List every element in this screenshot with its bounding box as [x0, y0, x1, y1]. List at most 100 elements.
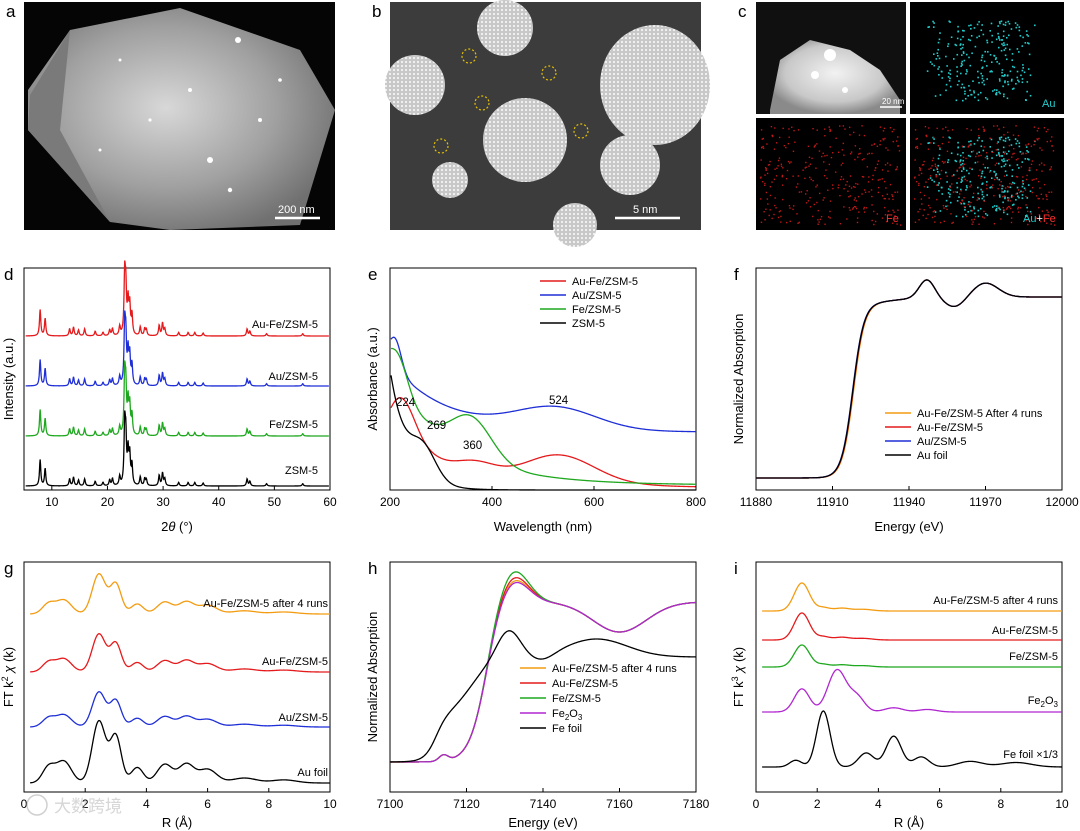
fe-pixel [1003, 209, 1005, 211]
au-pixel [1017, 195, 1019, 198]
fe-pixel [1045, 194, 1047, 196]
au-pixel [972, 196, 974, 199]
au-pixel [1002, 23, 1005, 26]
label-i-fe: Fe/ZSM-5 [1009, 651, 1058, 663]
fe-pixel [818, 221, 820, 223]
fe-pixel [842, 142, 845, 145]
au-pixel [1016, 48, 1019, 50]
au-pixel [945, 205, 947, 208]
au-pixel [952, 58, 955, 60]
au-pixel [1006, 74, 1009, 77]
fe-pixel [816, 184, 818, 186]
au-pixel [956, 200, 959, 202]
au-pixel [957, 146, 959, 149]
au-pixel [1004, 21, 1007, 24]
fe-pixel [788, 162, 791, 164]
au-pixel [957, 30, 959, 33]
au-pixel [970, 93, 972, 96]
uvvis-Au/ZSM-5 [390, 336, 696, 433]
label-g-after: Au-Fe/ZSM-5 after 4 runs [203, 598, 328, 610]
legend-part: O [569, 708, 578, 720]
au-pixel [965, 169, 968, 172]
fe-pixel [775, 142, 778, 144]
fe-pixel [971, 219, 973, 221]
au-pixel [998, 62, 1001, 65]
au-pixel [1004, 170, 1007, 173]
legend-e: Au-Fe/ZSM-5 Au/ZSM-5 Fe/ZSM-5 ZSM-5 [540, 276, 638, 330]
au-pixel [993, 205, 996, 207]
au-pixel [1021, 194, 1024, 196]
fe-pixel [896, 166, 899, 168]
fe-pixel [1025, 195, 1027, 198]
fe-pixel [1031, 160, 1034, 162]
au-pixel [1024, 42, 1027, 44]
fe-pixel [762, 137, 764, 140]
fe-pixel [861, 175, 864, 178]
fe-pixel [815, 186, 817, 188]
fe-pixel [972, 150, 975, 152]
au-pixel [1021, 161, 1024, 163]
au-pixel [955, 99, 958, 102]
au-pixel [946, 181, 948, 183]
au-pixel [937, 164, 940, 167]
au-pixel [1007, 80, 1009, 83]
au-pixel [982, 149, 985, 152]
fe-pixel [804, 177, 806, 180]
fe-pixel [815, 167, 817, 169]
fe-pixel [993, 178, 996, 181]
y-axis-title-h: Normalized Absorption [365, 612, 380, 743]
fe-pixel [807, 200, 810, 202]
fe-pixel [778, 136, 781, 139]
fe-pixel [1039, 187, 1041, 189]
au-pixel [1000, 165, 1003, 168]
au-pixel [1018, 142, 1021, 144]
fe-pixel [895, 140, 898, 142]
x-tick-label: 8 [997, 797, 1004, 811]
au-pixel [947, 192, 950, 194]
fe-pixel [797, 222, 799, 224]
au-pixel [939, 94, 942, 96]
fe-pixel [805, 161, 807, 164]
fe-pixel [777, 216, 780, 219]
fe-pixel [1029, 167, 1031, 169]
au-pixel [1022, 67, 1024, 69]
au-pixel [1002, 44, 1005, 47]
panel-a: a 200 nm [6, 2, 335, 230]
fe-pixel [933, 210, 936, 212]
au-pixel [1003, 75, 1005, 77]
fe-pixel [1049, 168, 1052, 170]
au-pixel [984, 212, 987, 215]
fe-pixel [892, 209, 894, 212]
panel-label-f: f [734, 265, 739, 284]
fe-pixel [963, 163, 966, 165]
au-pixel [970, 27, 972, 30]
fe-pixel [976, 199, 978, 201]
fe2o3-i-fe: Fe [1028, 695, 1041, 707]
single-atom-markers [433, 48, 589, 154]
fe-pixel [892, 140, 894, 143]
fe-pixel [1027, 223, 1029, 226]
au-pixel [946, 65, 948, 67]
fe-pixel [761, 138, 763, 140]
au-pixel [1004, 196, 1006, 198]
fe-pixel [914, 176, 916, 178]
au-pixel [949, 69, 951, 72]
au-pixel [960, 188, 962, 191]
fe-pixel [766, 172, 769, 175]
au-pixel [961, 54, 963, 56]
fe-pixel [852, 185, 855, 188]
au-pixel [947, 72, 950, 74]
au-pixel [963, 175, 966, 178]
fe-pixel [1017, 134, 1020, 137]
au-pixel [997, 35, 1000, 38]
au-pixel [980, 59, 983, 62]
au-pixel [933, 53, 935, 55]
fe-pixel [931, 165, 933, 167]
x-ticks-e: 200 400 600 800 [380, 486, 706, 509]
fe-pixel [894, 191, 896, 194]
fe-pixel [877, 179, 879, 181]
au-pixel [989, 186, 991, 189]
crystal-edge [28, 30, 110, 222]
fe-pixel [1025, 178, 1028, 181]
fe-pixel [841, 149, 844, 151]
